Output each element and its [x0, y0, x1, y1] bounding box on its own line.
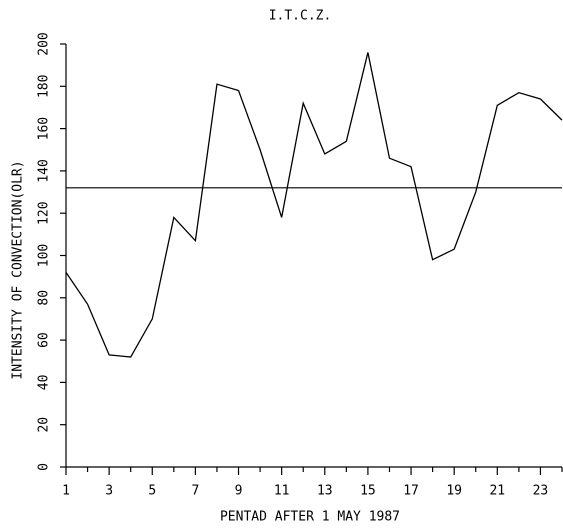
- y-tick-label: 180: [37, 75, 52, 98]
- chart-title: I.T.C.Z.: [269, 9, 332, 24]
- x-tick-label: 5: [148, 484, 156, 499]
- y-tick-label: 40: [37, 375, 52, 391]
- x-tick-label: 13: [317, 484, 333, 499]
- x-tick-label: 3: [105, 484, 113, 499]
- x-tick-label: 11: [274, 484, 290, 499]
- y-tick-label: 60: [37, 332, 52, 348]
- x-tick-label: 1: [62, 484, 70, 499]
- y-tick-label: 100: [37, 244, 52, 267]
- x-tick-label: 9: [235, 484, 243, 499]
- x-tick-label: 23: [533, 484, 549, 499]
- x-tick-label: 21: [489, 484, 505, 499]
- x-tick-label: 7: [191, 484, 199, 499]
- y-tick-label: 160: [37, 117, 52, 140]
- y-tick-label: 0: [37, 463, 52, 471]
- x-axis-label: PENTAD AFTER 1 MAY 1987: [220, 510, 400, 525]
- y-tick-label: 120: [37, 201, 52, 224]
- y-tick-label: 140: [37, 159, 52, 182]
- y-tick-label: 20: [37, 417, 52, 433]
- data-line: [65, 52, 563, 358]
- x-tick-label: 15: [360, 484, 376, 499]
- y-tick-label: 200: [37, 32, 52, 55]
- y-axis-label: INTENSITY OF CONVECTION(OLR): [11, 160, 26, 379]
- x-tick-label: 19: [446, 484, 462, 499]
- y-tick-label: 80: [37, 290, 52, 306]
- x-tick-label: 17: [403, 484, 419, 499]
